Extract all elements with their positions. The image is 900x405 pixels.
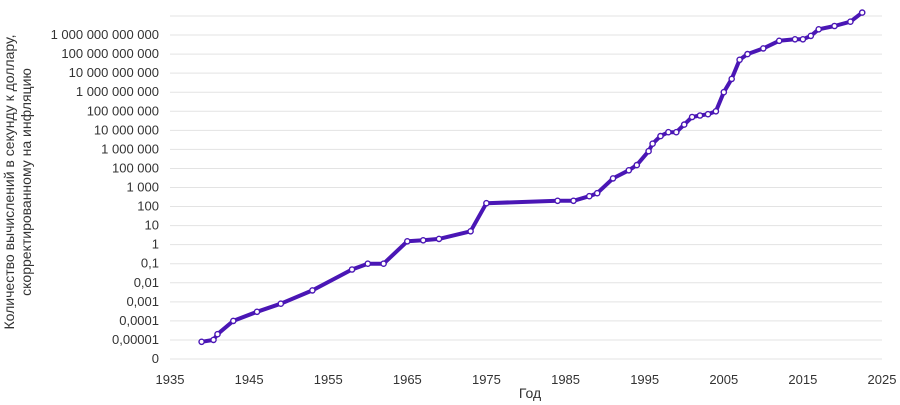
data-point <box>214 330 221 338</box>
data-point <box>309 287 316 294</box>
y-tick-label: 0,0001 <box>119 313 159 328</box>
x-axis-tick-labels: 1935 1945 1955 1965 1975 1985 1995 2005 2015 2025 <box>156 372 897 387</box>
data-point <box>277 300 285 308</box>
data-point <box>858 9 866 16</box>
series-line <box>198 9 866 346</box>
data-point <box>403 237 411 245</box>
data-point <box>210 336 217 344</box>
data-point <box>364 260 372 268</box>
x-tick-label: 1965 <box>393 372 422 387</box>
x-tick-label: 2005 <box>709 372 738 387</box>
y-tick-label: 10 000 000 <box>94 122 159 137</box>
x-tick-label: 1945 <box>235 372 264 387</box>
data-point <box>609 175 617 182</box>
data-point <box>625 166 633 174</box>
y-tick-label: 1 000 000 000 000 <box>51 27 159 42</box>
data-point <box>720 88 728 96</box>
data-point <box>253 308 261 316</box>
data-point <box>633 161 641 169</box>
y-tick-label: 1 000 <box>126 180 159 195</box>
data-point <box>799 36 807 43</box>
data-point <box>807 32 815 40</box>
data-point <box>435 235 443 243</box>
x-tick-label: 2015 <box>788 372 817 387</box>
data-point <box>736 56 743 64</box>
x-tick-label: 1975 <box>472 372 501 387</box>
data-point <box>728 75 736 83</box>
x-axis-title: Год <box>519 385 541 401</box>
y-tick-label: 0 <box>152 351 159 366</box>
data-point <box>696 112 704 119</box>
y-tick-label: 0,00001 <box>112 332 159 347</box>
y-tick-label: 10 <box>145 218 159 233</box>
x-tick-label: 1985 <box>551 372 580 387</box>
x-tick-label: 1935 <box>156 372 185 387</box>
y-axis-tick-labels: 0 0,00001 0,0001 0,001 0,01 0,1 1 10 100 1 000 100… <box>51 27 159 366</box>
y-tick-label: 1 000 000 000 <box>76 84 159 99</box>
data-point <box>657 132 664 140</box>
y-tick-label: 100 <box>137 199 159 214</box>
data-point <box>483 199 490 207</box>
data-point <box>467 227 474 235</box>
data-point <box>815 25 823 33</box>
data-point <box>554 197 561 205</box>
data-point <box>760 45 767 52</box>
data-point <box>673 128 680 136</box>
x-tick-label: 1955 <box>314 372 343 387</box>
data-point <box>680 121 688 128</box>
y-tick-label: 10 000 000 000 <box>69 65 159 80</box>
data-point <box>712 108 720 115</box>
data-point <box>229 317 237 325</box>
data-point <box>348 266 356 273</box>
data-point <box>198 338 205 346</box>
data-point <box>645 147 652 155</box>
y-tick-label: 100 000 000 000 <box>61 46 159 61</box>
y-tick-label: 0,1 <box>141 256 159 271</box>
data-point <box>665 128 672 136</box>
data-point <box>688 113 696 121</box>
series-path <box>199 10 865 344</box>
data-point <box>419 236 427 244</box>
data-point <box>593 189 601 197</box>
y-axis-title-line-1: Количество вычислений в секунду к доллар… <box>1 35 17 330</box>
data-point <box>586 192 593 200</box>
y-tick-label: 0,001 <box>126 294 159 309</box>
data-point <box>847 18 854 26</box>
data-point <box>775 37 783 45</box>
x-tick-label: 2025 <box>868 372 897 387</box>
grid-lines <box>170 15 882 360</box>
data-point <box>570 197 577 205</box>
y-axis-title: Количество вычислений в секунду к доллар… <box>1 35 34 330</box>
y-axis-title-line-2: скорректированному на инфляцию <box>18 68 34 296</box>
data-point <box>704 110 712 118</box>
y-tick-label: 100 000 000 <box>87 103 159 118</box>
data-point <box>380 260 387 268</box>
data-point <box>791 36 799 43</box>
data-point <box>831 22 838 30</box>
y-tick-label: 100 000 <box>112 160 159 175</box>
y-tick-label: 1 <box>152 237 159 252</box>
data-point <box>649 140 656 147</box>
y-tick-label: 1 000 000 <box>101 141 159 156</box>
y-tick-label: 0,01 <box>134 275 159 290</box>
x-tick-label: 1995 <box>630 372 659 387</box>
data-point <box>744 50 751 58</box>
